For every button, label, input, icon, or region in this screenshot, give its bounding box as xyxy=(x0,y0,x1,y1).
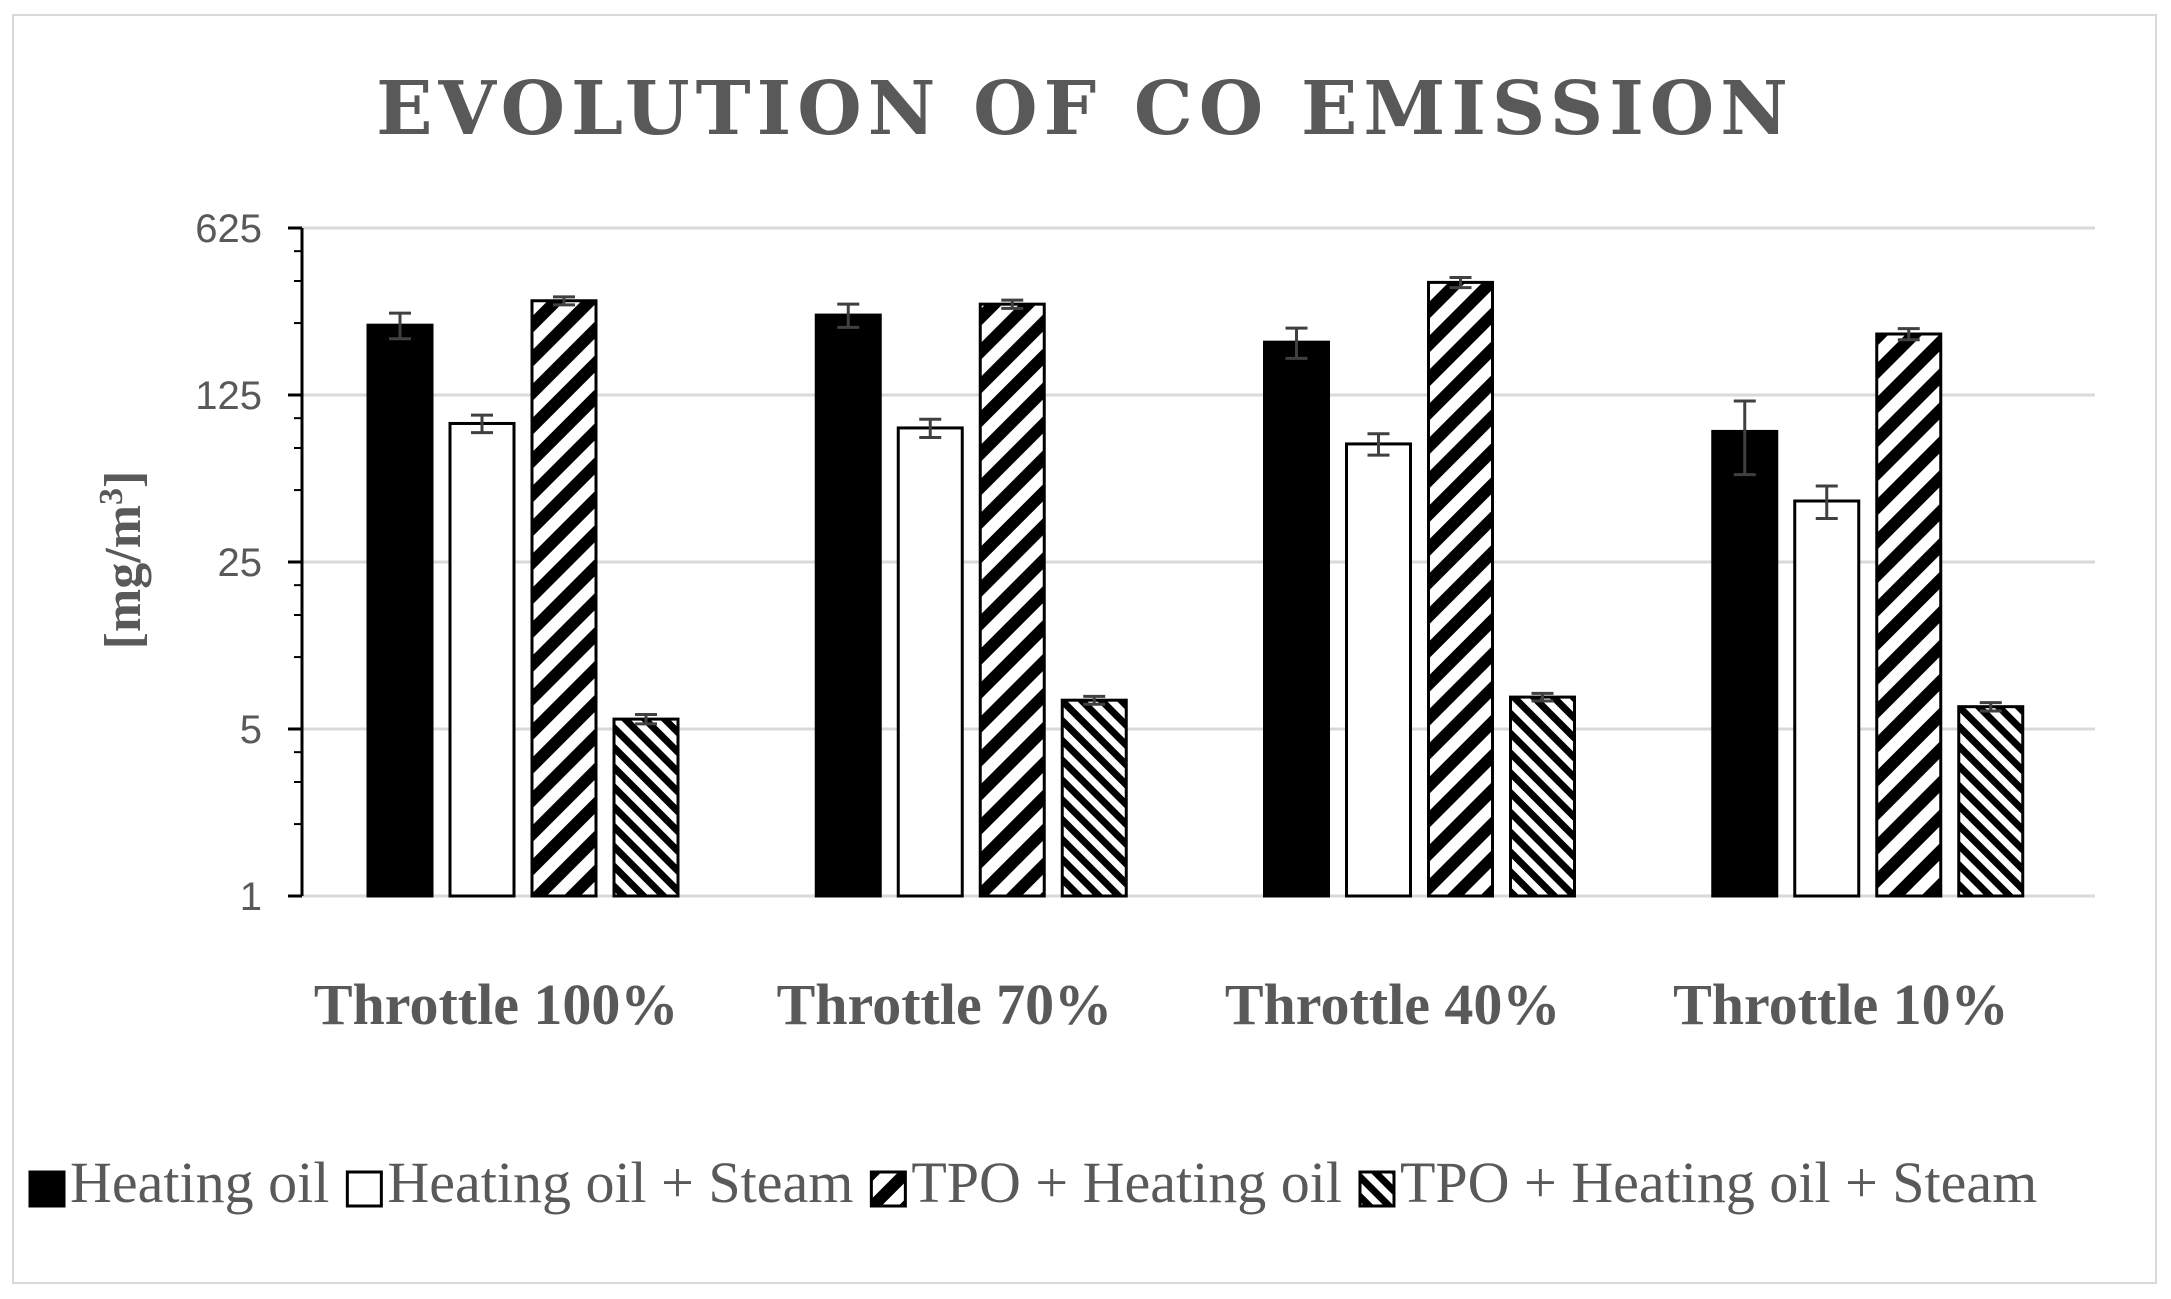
legend-item: TPO + Heating oil + Steam xyxy=(1358,1150,2037,1215)
legend-swatch-white xyxy=(345,1170,383,1208)
y-tick-label: 125 xyxy=(195,374,262,418)
bar-diag-forward xyxy=(1427,280,1494,898)
bar-white xyxy=(448,421,516,898)
error-bar xyxy=(837,302,860,329)
category-label: Throttle 10% xyxy=(1673,972,2009,1037)
y-axis-ticks: 1 5 25 125 625 xyxy=(195,207,262,919)
error-bar xyxy=(1449,275,1472,290)
bar-diag-forward xyxy=(978,302,1046,898)
y-tick-label: 625 xyxy=(195,207,262,251)
error-bar xyxy=(1083,694,1106,706)
error-bar xyxy=(1001,298,1024,310)
bar-diag-back xyxy=(612,717,680,898)
legend-label: Heating oil xyxy=(70,1150,329,1215)
bar-white xyxy=(1793,499,1861,898)
bar-white xyxy=(896,426,964,898)
chart-title: EVOLUTION OF CO EMISSION xyxy=(376,66,1794,152)
error-bar xyxy=(471,413,493,435)
y-axis xyxy=(288,226,304,898)
legend-label: TPO + Heating oil xyxy=(911,1150,1342,1215)
error-bar xyxy=(389,311,411,341)
error-bar xyxy=(635,712,657,726)
error-bar xyxy=(1285,326,1308,360)
bars xyxy=(366,280,2025,898)
bar-diag-back xyxy=(1509,695,1576,898)
error-bar xyxy=(919,417,942,439)
bar-solid xyxy=(814,313,882,898)
legend-label: Heating oil + Steam xyxy=(387,1150,853,1215)
bar-solid xyxy=(366,323,434,898)
bar-solid xyxy=(1263,340,1330,898)
legend: Heating oil Heating oil + Steam TPO + Heat… xyxy=(28,1150,2037,1215)
error-bar xyxy=(553,295,575,307)
error-bars xyxy=(389,275,2002,726)
y-tick-label: 1 xyxy=(240,875,262,919)
legend-item: Heating oil + Steam xyxy=(345,1150,853,1215)
legend-item: Heating oil xyxy=(28,1150,329,1215)
error-bar xyxy=(1979,701,2002,713)
category-label: Throttle 70% xyxy=(777,972,1113,1037)
bar-diag-forward xyxy=(530,299,598,898)
legend-item: TPO + Heating oil xyxy=(869,1150,1342,1215)
legend-swatch-diag-back xyxy=(1358,1170,1396,1208)
category-label: Throttle 100% xyxy=(314,972,679,1037)
y-tick-label: 25 xyxy=(218,541,263,585)
category-label: Throttle 40% xyxy=(1225,972,1561,1037)
error-bar xyxy=(1367,432,1390,457)
error-bar xyxy=(1531,691,1554,703)
error-bar xyxy=(1897,327,1920,342)
category-labels: Throttle 100% Throttle 70% Throttle 40% Thr… xyxy=(314,972,2009,1037)
y-tick-label: 5 xyxy=(240,708,262,752)
bar-diag-back xyxy=(1060,698,1128,898)
error-bar xyxy=(1733,399,1756,477)
bar-white xyxy=(1345,442,1412,898)
bar-solid xyxy=(1711,429,1779,898)
legend-swatch-diag-forward xyxy=(869,1170,907,1208)
bar-diag-forward xyxy=(1875,332,1943,898)
y-axis-label: [mg/m3] xyxy=(93,471,153,650)
legend-label: TPO + Heating oil + Steam xyxy=(1400,1150,2037,1215)
error-bar xyxy=(1815,484,1838,521)
bar-diag-back xyxy=(1957,705,2025,898)
legend-swatch-solid xyxy=(28,1170,66,1208)
